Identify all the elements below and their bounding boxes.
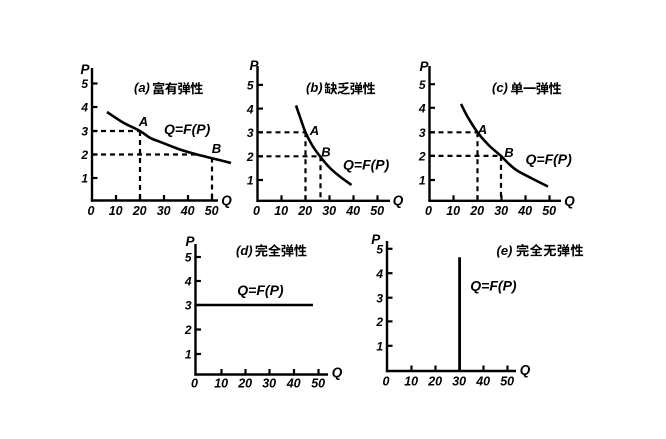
svg-text:Q=F(P): Q=F(P) — [470, 277, 517, 293]
svg-text:4: 4 — [80, 101, 88, 115]
svg-text:Q: Q — [221, 193, 232, 208]
svg-text:B: B — [504, 145, 513, 160]
svg-text:10: 10 — [404, 375, 418, 389]
svg-text:30: 30 — [322, 204, 336, 218]
svg-text:20: 20 — [132, 204, 147, 218]
svg-text:20: 20 — [237, 377, 252, 391]
svg-text:5: 5 — [185, 251, 192, 265]
svg-text:Q: Q — [520, 363, 531, 378]
svg-text:Q: Q — [393, 193, 404, 208]
svg-text:1: 1 — [247, 174, 254, 188]
svg-text:Q=F(P): Q=F(P) — [164, 121, 211, 137]
svg-text:40: 40 — [475, 375, 490, 389]
svg-text:P: P — [249, 58, 259, 73]
svg-text:40: 40 — [517, 204, 532, 218]
svg-text:(d): (d) — [236, 243, 253, 258]
svg-text:30: 30 — [157, 204, 171, 218]
svg-text:0: 0 — [88, 204, 95, 218]
svg-text:2: 2 — [80, 148, 88, 162]
svg-text:1: 1 — [185, 348, 192, 362]
svg-text:10: 10 — [274, 204, 288, 218]
svg-text:5: 5 — [81, 77, 88, 91]
svg-text:B: B — [321, 145, 330, 160]
svg-text:(b): (b) — [306, 80, 323, 95]
svg-text:10: 10 — [446, 204, 460, 218]
svg-text:50: 50 — [500, 375, 514, 389]
svg-text:10: 10 — [109, 204, 123, 218]
svg-text:30: 30 — [262, 377, 276, 391]
svg-text:30: 30 — [452, 375, 466, 389]
svg-text:3: 3 — [376, 291, 383, 305]
svg-text:5: 5 — [419, 78, 426, 92]
svg-text:4: 4 — [418, 102, 426, 116]
svg-text:2: 2 — [246, 150, 254, 164]
svg-text:Q=F(P): Q=F(P) — [237, 282, 284, 298]
svg-text:Q: Q — [332, 365, 343, 380]
svg-text:50: 50 — [542, 204, 556, 218]
svg-text:0: 0 — [253, 204, 260, 218]
svg-text:40: 40 — [180, 204, 195, 218]
svg-text:3: 3 — [247, 126, 254, 140]
svg-text:0: 0 — [191, 377, 198, 391]
svg-text:40: 40 — [345, 204, 360, 218]
svg-text:1: 1 — [376, 340, 383, 354]
svg-text:2: 2 — [418, 150, 426, 164]
svg-text:20: 20 — [297, 204, 312, 218]
svg-text:1: 1 — [81, 172, 88, 186]
svg-text:1: 1 — [419, 174, 426, 188]
svg-text:2: 2 — [375, 315, 383, 329]
svg-text:20: 20 — [469, 204, 484, 218]
svg-text:30: 30 — [494, 204, 508, 218]
svg-text:P: P — [185, 234, 195, 249]
svg-text:50: 50 — [370, 204, 384, 218]
svg-text:B: B — [212, 141, 221, 156]
svg-text:4: 4 — [184, 275, 192, 289]
svg-text:4: 4 — [375, 267, 383, 281]
svg-text:3: 3 — [185, 299, 192, 313]
svg-text:5: 5 — [247, 79, 254, 93]
svg-text:4: 4 — [246, 102, 254, 116]
svg-text:40: 40 — [286, 377, 301, 391]
svg-text:A: A — [309, 123, 319, 138]
svg-text:(c): (c) — [492, 80, 508, 95]
svg-text:20: 20 — [427, 375, 442, 389]
svg-text:50: 50 — [205, 204, 219, 218]
svg-text:50: 50 — [311, 377, 325, 391]
svg-text:A: A — [477, 122, 487, 137]
svg-text:0: 0 — [425, 204, 432, 218]
svg-text:Q: Q — [564, 194, 575, 209]
svg-text:3: 3 — [81, 125, 88, 139]
svg-text:2: 2 — [184, 323, 192, 337]
svg-text:3: 3 — [419, 126, 426, 140]
svg-text:Q=F(P): Q=F(P) — [526, 151, 573, 167]
svg-text:(a): (a) — [134, 80, 150, 95]
svg-text:P: P — [371, 232, 381, 247]
svg-text:(e): (e) — [497, 243, 513, 258]
svg-text:0: 0 — [383, 375, 390, 389]
svg-text:P: P — [80, 62, 90, 77]
svg-text:5: 5 — [376, 243, 383, 257]
svg-text:10: 10 — [214, 377, 228, 391]
svg-text:A: A — [138, 114, 148, 129]
svg-text:Q=F(P): Q=F(P) — [343, 157, 390, 173]
svg-text:P: P — [419, 59, 429, 74]
